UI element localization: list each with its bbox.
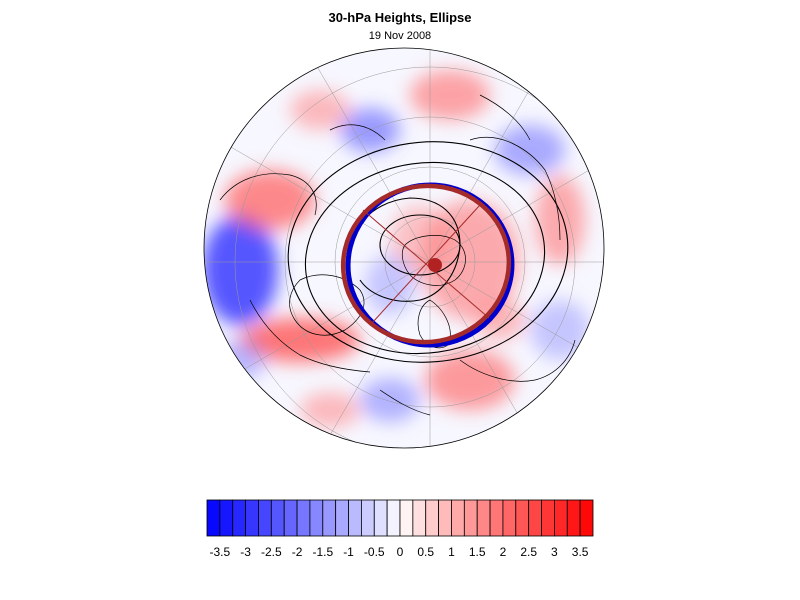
colorbar-box [296,499,311,537]
colorbar-tick-label: 0 [397,545,404,559]
colorbar-tick-label: -1.5 [312,545,333,559]
map-title: 30-hPa Heights, Ellipse [328,10,472,25]
colorbar-tick-label: 3 [551,545,558,559]
colorbar-box [451,499,465,537]
fitted-vortex-ellipse [340,183,512,345]
colorbar-box [335,499,349,537]
colorbar-tick-label: 2 [500,545,507,559]
colorbar-box [579,499,594,537]
colorbar-box [438,499,452,537]
colorbar-box [463,499,478,537]
colorbar-box [206,499,221,537]
map-date: 19 Nov 2008 [368,30,432,42]
graticule [204,48,604,448]
colorbar-box [515,499,530,537]
colorbar-tick-label: -2 [292,545,303,559]
colorbar-box [554,499,568,537]
colorbar-tick-label: 0.5 [417,545,434,559]
colorbar-box [258,499,272,537]
colorbar-box [232,499,247,537]
colorbar-box [412,499,427,537]
colorbar-box [322,499,337,537]
colorbar-box [386,499,401,537]
colorbar-box [360,499,375,537]
colorbar-box [270,499,285,537]
colorbar-tick-label: 1.5 [469,545,486,559]
colorbar-tick-label: -2.5 [261,545,282,559]
coastlines [219,94,576,416]
colorbar-tick-label: -3.5 [210,545,231,559]
colorbar-box [541,499,555,537]
colorbar-box [502,499,517,537]
colorbar-box [373,499,388,537]
colorbar-tick-labels: -3.5 -3 -2.5 -2 -1.5 -1 -0.5 0 0.5 1 1.5 2 2.5 3 3.5 [210,545,589,559]
colorbar-tick-label: -3 [240,545,251,559]
colorbar-box [489,499,504,537]
colorbar-box [219,499,234,537]
vortex-center-marker [428,258,442,272]
colorbar-box [309,499,324,537]
colorbar-box [528,499,542,537]
globe-outline [203,47,605,449]
colorbar-tick-label: 2.5 [520,545,537,559]
colorbar-tick-label: 1 [448,545,455,559]
colorbar-box [245,499,259,537]
colorbar-tick-label: -0.5 [364,545,385,559]
colorbar-box [399,499,414,537]
colorbar-box [283,499,298,537]
height-contours [287,141,569,363]
colorbar-boxes [206,499,594,537]
colorbar-tick-label: -1 [343,545,354,559]
colorbar-tick-label: 3.5 [572,545,589,559]
ellipse-minor-axis [371,204,481,324]
colorbar-box [425,499,440,537]
colorbar-box [566,499,581,537]
colorbar-box [348,499,362,537]
colorbar-box [476,499,491,537]
height-anomaly-field [204,70,590,428]
